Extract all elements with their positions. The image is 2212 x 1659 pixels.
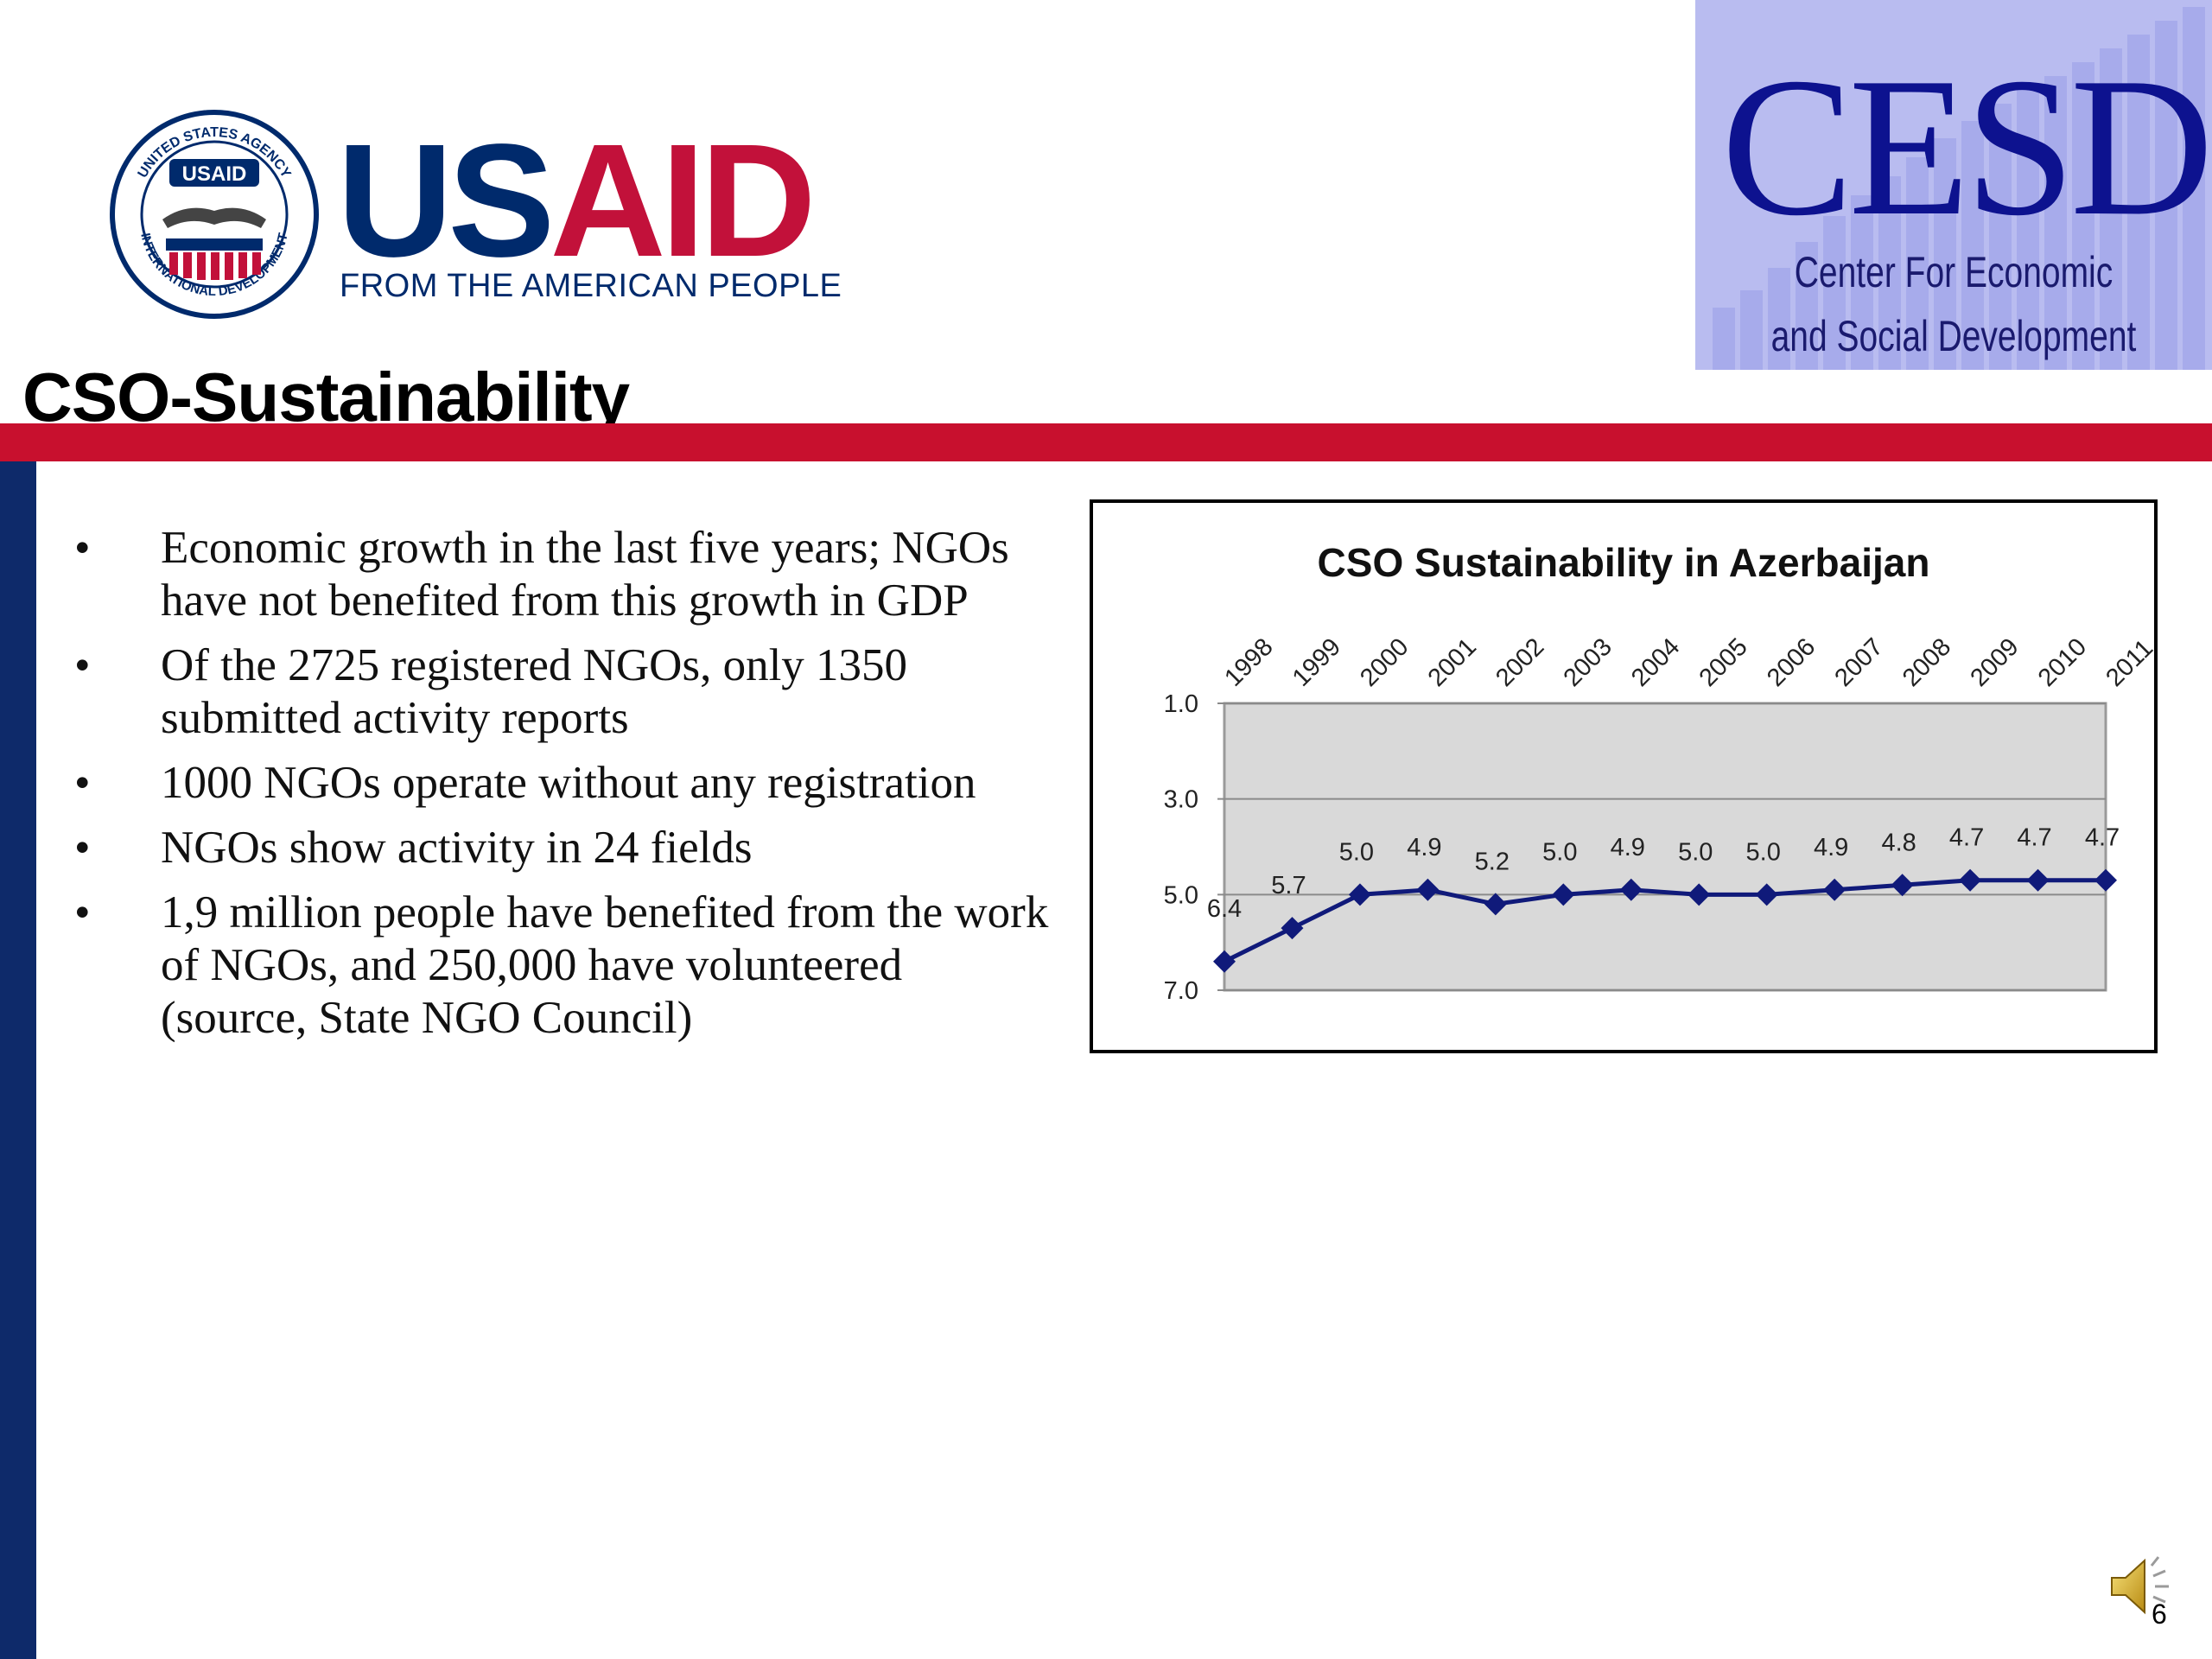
data-point: [1688, 883, 1711, 906]
x-tick-label: 2000: [1355, 633, 1414, 692]
plot-area: [1223, 702, 2107, 992]
data-point: [1891, 874, 1914, 897]
bullet-text: NGOs show activity in 24 fields: [161, 823, 753, 873]
x-tick-label: 1998: [1219, 633, 1278, 692]
usaid-wordmark-aid: AID: [550, 111, 816, 290]
cesd-wordmark: CESD: [1721, 36, 2212, 257]
chart-title: CSO Sustainability in Azerbaijan: [1317, 540, 1930, 585]
data-point: [1484, 893, 1507, 916]
data-label: 4.9: [1407, 834, 1441, 861]
data-label: 5.0: [1746, 838, 1781, 866]
data-point: [2026, 868, 2050, 892]
bullet-text: Economic growth in the last five years; …: [161, 523, 1009, 626]
y-tick-label: 5.0: [1164, 881, 1198, 909]
cesd-subtitle-line1: Center For Economic: [1794, 248, 2113, 296]
x-tick-label: 2011: [2101, 634, 2154, 692]
x-tick-label: 2009: [1965, 633, 2024, 692]
series-line: [1223, 878, 2106, 964]
data-label: 5.0: [1678, 838, 1713, 866]
bullet-item: • Of the 2725 registered NGOs, only 1350 …: [74, 639, 1059, 745]
usaid-wordmark-us: US: [337, 111, 555, 290]
data-point: [1416, 878, 1440, 901]
header-divider-bar: [0, 423, 2212, 461]
x-tick-label: 2007: [1829, 633, 1888, 692]
data-point: [1619, 878, 1643, 901]
x-tick-label: 2001: [1423, 633, 1482, 692]
data-label: 5.0: [1542, 838, 1577, 866]
x-tick-label: 2010: [2033, 633, 2092, 692]
bullet-list: • Economic growth in the last five years;…: [74, 522, 1059, 1057]
x-tick-label: 2002: [1491, 633, 1549, 692]
bullet-dot: •: [74, 758, 91, 808]
data-label: 4.7: [2017, 824, 2051, 852]
data-label: 5.2: [1475, 848, 1510, 875]
x-tick-label: 1999: [1287, 633, 1346, 692]
y-tick-label: 7.0: [1164, 977, 1198, 1005]
x-tick-label: 2006: [1762, 633, 1821, 692]
usaid-wordmark: USAID: [337, 121, 817, 282]
bullet-text: Of the 2725 registered NGOs, only 1350 s…: [161, 640, 908, 743]
data-point: [1552, 883, 1575, 906]
data-point: [2094, 868, 2117, 892]
bullet-item: • NGOs show activity in 24 fields: [74, 822, 1059, 874]
bullet-text: 1,9 million people have benefited from t…: [161, 887, 1049, 1043]
bullet-item: • 1,9 million people have benefited from …: [74, 887, 1059, 1045]
cesd-bar-graphic: [1713, 7, 2205, 370]
data-label: 5.7: [1271, 872, 1306, 899]
usaid-tagline: FROM THE AMERICAN PEOPLE: [340, 268, 842, 304]
data-point: [1755, 883, 1778, 906]
data-point: [1213, 950, 1236, 973]
x-tick-label: 2004: [1626, 633, 1685, 692]
y-tick-label: 1.0: [1164, 690, 1198, 718]
cesd-subtitle-line2: and Social Development: [1770, 312, 2137, 360]
bullet-dot: •: [74, 523, 91, 573]
y-tick-label: 3.0: [1164, 786, 1198, 814]
bullet-dot: •: [74, 640, 91, 690]
bullet-dot: •: [74, 887, 91, 938]
slide-title: CSO-Sustainability: [22, 359, 630, 435]
speaker-icon[interactable]: [2105, 1550, 2177, 1623]
bullet-item: • 1000 NGOs operate without any registrat…: [74, 757, 1059, 810]
chart-container: CSO Sustainability in Azerbaijan 1.0 3.0 5…: [1090, 499, 2158, 1053]
data-label: 4.9: [1814, 834, 1848, 861]
svg-text:USAID: USAID: [182, 162, 247, 186]
x-tick-label: 2003: [1559, 633, 1618, 692]
page-number: 6: [2152, 1599, 2167, 1630]
data-point: [1281, 917, 1304, 940]
usaid-seal-logo: UNITED STATES AGENCY INTERNATIONAL DEVEL…: [110, 110, 319, 319]
data-point: [1823, 878, 1847, 901]
data-label: 4.7: [2085, 824, 2120, 852]
data-label: 5.0: [1339, 838, 1374, 866]
bullet-item: • Economic growth in the last five years;…: [74, 522, 1059, 627]
side-accent-bar: [0, 461, 36, 1659]
cesd-logo: CESD Center For Economic and Social Deve…: [1695, 0, 2212, 370]
bullet-dot: •: [74, 823, 91, 873]
bullet-text: 1000 NGOs operate without any registrati…: [161, 758, 976, 808]
data-label: 4.8: [1881, 829, 1916, 856]
data-label: 6.4: [1207, 895, 1242, 923]
line-chart: 1.0 3.0 5.0 7.0 1998 1999 2000 2001 2002 2003 2004…: [1164, 633, 2154, 1005]
data-label: 4.7: [1949, 824, 1984, 852]
data-point: [1348, 883, 1371, 906]
x-tick-label: 2008: [1897, 633, 1956, 692]
data-label: 4.9: [1611, 834, 1645, 861]
x-tick-label: 2005: [1694, 633, 1753, 692]
data-point: [1959, 868, 1982, 892]
